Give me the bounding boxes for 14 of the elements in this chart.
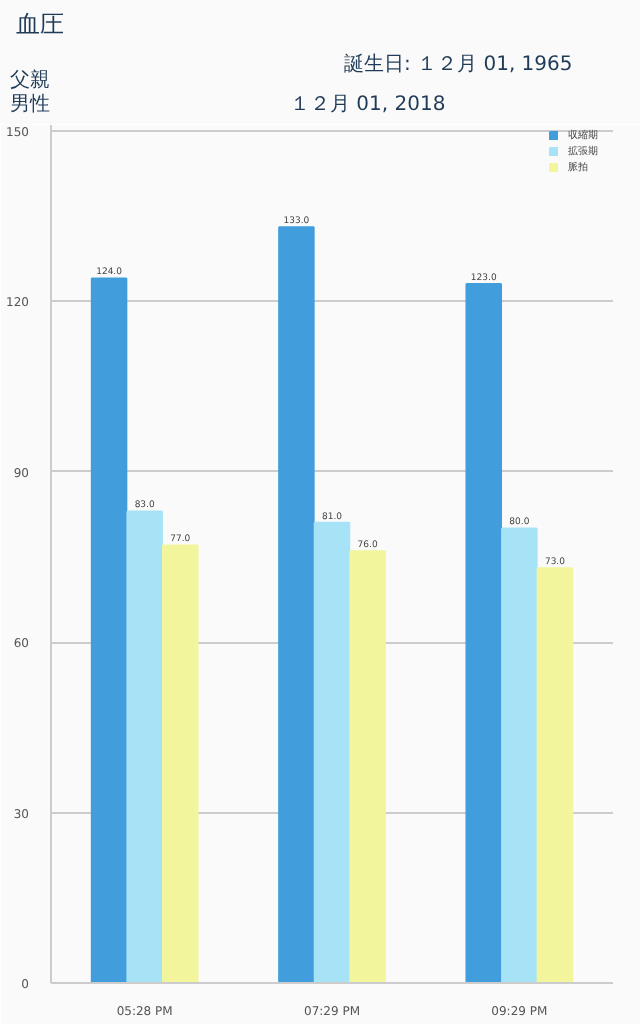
text: 父親 [10, 68, 50, 93]
bar [349, 550, 386, 983]
bar [465, 283, 502, 983]
bar [536, 567, 574, 983]
bar [126, 510, 163, 983]
bar [162, 544, 199, 983]
bar [90, 277, 128, 983]
text: １２月 01, 2018 [290, 92, 446, 120]
bar [501, 527, 538, 983]
chart-title: 血圧 [16, 8, 64, 42]
bar [313, 521, 351, 983]
bar [278, 226, 315, 983]
text: 誕生日: １２月 01, 1965 [344, 52, 573, 80]
text: 男性 [10, 92, 50, 120]
